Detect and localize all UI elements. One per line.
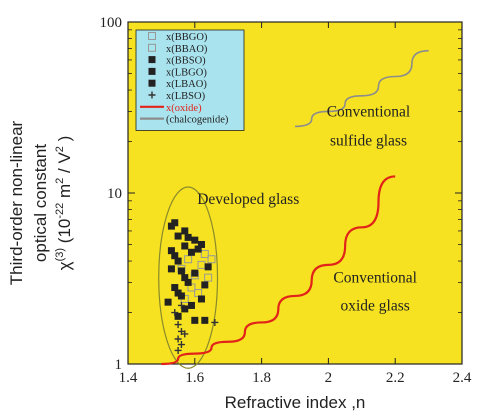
legend-label: x(BBSO) — [166, 56, 206, 67]
data-point — [177, 292, 185, 300]
data-point — [184, 233, 192, 241]
y-axis-label-line1: Third-order non-linear — [7, 120, 26, 285]
legend-label: x(BBGO) — [166, 32, 208, 43]
legend-marker — [148, 56, 156, 64]
annotation-text: Conventional — [327, 104, 411, 121]
data-point — [167, 247, 175, 255]
data-point — [164, 298, 172, 306]
y-axis-unit-m: m — [55, 184, 74, 203]
x-tick-label: 2.4 — [453, 370, 472, 386]
legend-label: x(LBAO) — [166, 79, 207, 90]
data-point — [174, 232, 182, 240]
x-tick-label: 2 — [325, 370, 333, 386]
developed-glass-ellipse — [158, 186, 219, 369]
annotation-text: sulfide glass — [330, 132, 407, 149]
x-tick-label: 1.8 — [252, 370, 271, 386]
y-axis-label: Third-order non-linear optical constant … — [7, 120, 74, 285]
series-line — [294, 49, 429, 128]
legend-marker — [148, 79, 156, 87]
data-point — [181, 227, 189, 235]
data-point — [197, 295, 205, 303]
data-point — [187, 301, 195, 309]
data-point — [194, 245, 202, 253]
annotation-text: oxide glass — [341, 298, 410, 315]
data-point — [174, 321, 182, 329]
legend-marker — [148, 32, 156, 40]
data-point — [197, 240, 205, 248]
x-tick-label: 1.4 — [119, 370, 138, 386]
legend-marker — [148, 91, 156, 99]
y-axis-sup-exp: -22 — [54, 203, 66, 219]
data-point — [181, 305, 189, 313]
y-axis-sup-3: (3) — [54, 248, 66, 261]
data-point — [191, 236, 199, 244]
legend-label: (chalcogenide) — [166, 115, 229, 126]
legend-label: x(oxide) — [166, 103, 202, 114]
data-point — [181, 242, 189, 250]
series--chalcogenide- — [294, 49, 429, 128]
legend-label: x(LBGO) — [166, 67, 207, 78]
data-point — [177, 301, 185, 309]
data-point — [201, 281, 209, 289]
annotation-text: Conventional — [333, 269, 417, 286]
x-tick-label: 2.2 — [386, 370, 405, 386]
legend-label: x(BBAO) — [166, 44, 208, 55]
annotation-text: Developed glass — [197, 191, 299, 208]
y-axis-chi: χ — [55, 261, 74, 270]
axes-ticks — [127, 21, 463, 365]
data-point — [171, 219, 179, 227]
y-axis-label-line3: χ(3) (10-22 m2 / V2 ) — [54, 136, 74, 271]
data-point — [174, 335, 182, 343]
data-point — [174, 346, 182, 354]
data-point — [174, 312, 182, 320]
data-point — [191, 316, 199, 324]
data-point — [177, 267, 185, 275]
y-axis-sup-v2: 2 — [54, 146, 66, 152]
data-point — [181, 330, 189, 338]
y-axis-unit-v: / V — [55, 152, 74, 178]
data-point — [171, 309, 179, 317]
legend: x(BBGO)x(BBAO)x(BBSO)x(LBGO)x(LBAO)x(LBS… — [135, 29, 245, 131]
data-point — [204, 263, 212, 271]
legend-marker — [148, 43, 156, 52]
y-axis-unit-a: (10 — [55, 219, 74, 248]
data-point — [204, 273, 213, 282]
series-layer — [161, 49, 429, 366]
data-point — [187, 248, 195, 256]
data-point — [171, 252, 179, 260]
data-point — [207, 255, 216, 264]
data-point — [191, 269, 199, 277]
series-line — [161, 175, 396, 366]
series-x-lbso- — [171, 301, 219, 354]
y-tick-label: 10 — [107, 186, 122, 202]
legend-label: x(LBSO) — [166, 91, 206, 102]
series-x-oxide- — [161, 175, 396, 366]
data-point — [167, 265, 175, 273]
data-point — [211, 318, 219, 326]
data-point — [181, 274, 189, 282]
data-point — [174, 257, 182, 265]
y-axis-unit-close: ) — [55, 136, 74, 146]
tick-labels: 1.4 1.6 1.8 2 2.2 2.4 1 10 100 — [100, 15, 472, 386]
y-tick-label: 1 — [115, 357, 123, 373]
annotations: Conventional sulfide glass Developed glass… — [197, 104, 417, 315]
x-tick-label: 1.6 — [185, 370, 204, 386]
data-point — [171, 284, 179, 292]
y-tick-label: 100 — [100, 15, 123, 31]
legend-marker — [148, 67, 156, 75]
data-point — [200, 249, 209, 258]
x-axis-label: Refractive index ,n — [225, 393, 366, 412]
data-point — [201, 316, 209, 324]
data-point — [184, 278, 192, 286]
y-axis-label-line2: optical constant — [31, 144, 50, 262]
series-x-lbao- — [167, 233, 212, 324]
y-axis-sup-m2: 2 — [54, 178, 66, 184]
data-point — [177, 341, 185, 349]
series-x-lbgo- — [167, 219, 209, 300]
